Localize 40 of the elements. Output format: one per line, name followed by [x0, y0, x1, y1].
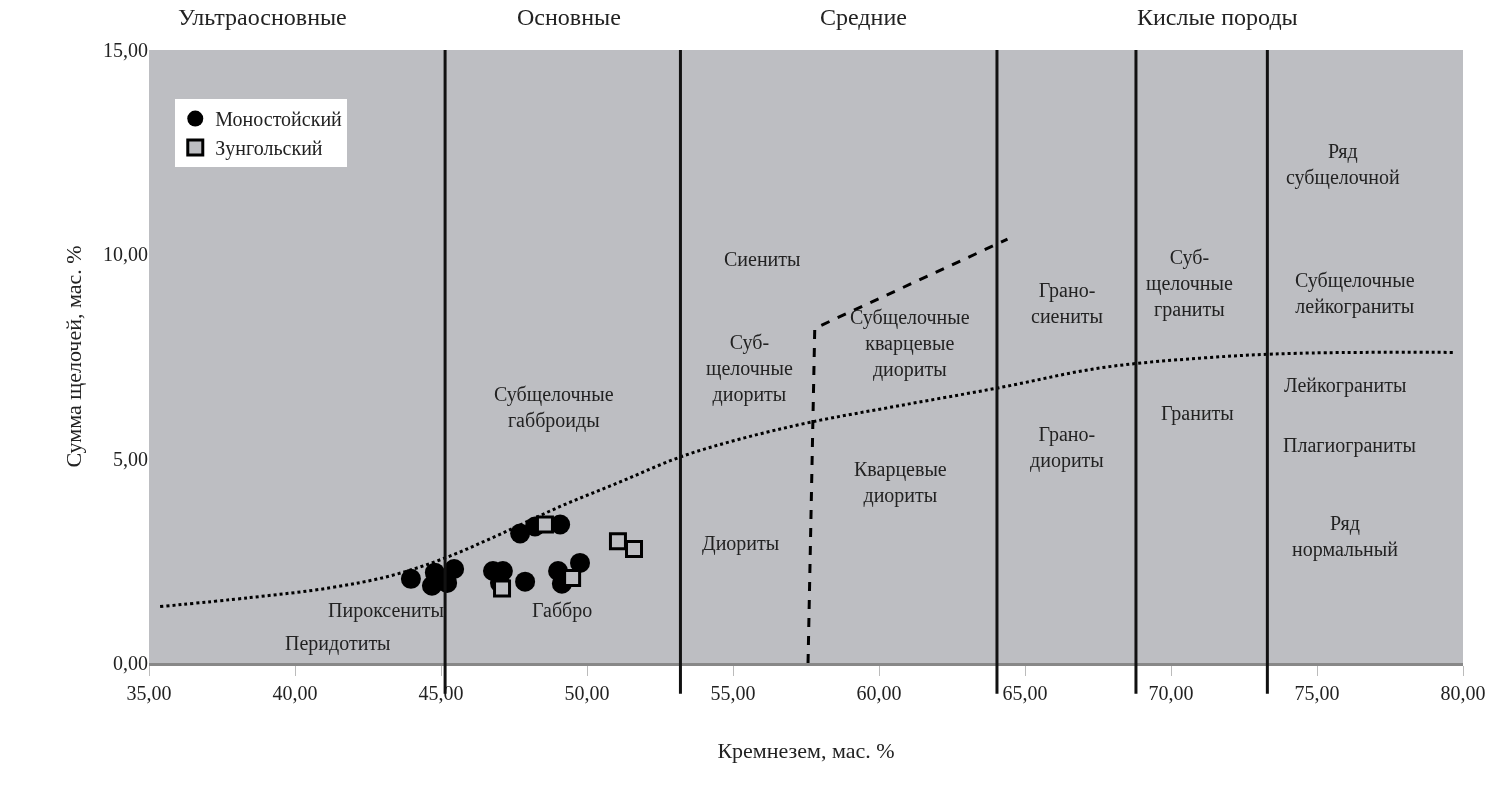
x-tick-label: 40,00: [272, 682, 318, 704]
x-tick-label: 65,00: [1002, 682, 1048, 704]
annotation: Ряд нормальный: [1292, 512, 1399, 561]
annotation: Кварцевые диориты: [854, 458, 947, 507]
annotation: Граниты: [1161, 402, 1234, 425]
legend-label: Моностойский: [215, 108, 343, 131]
x-tick-label: 55,00: [710, 682, 756, 704]
y-tick-label: 5,00: [113, 447, 148, 470]
x-tick-label: 35,00: [126, 682, 172, 704]
annotation: Субщелочные кварцевые диориты: [850, 306, 970, 381]
annotation: Лейкограниты: [1284, 374, 1407, 397]
annotation: Плагиограниты: [1283, 434, 1416, 457]
annotation: Сиениты: [724, 248, 801, 270]
annotation: Грано- сиениты: [1031, 279, 1104, 327]
text: Кислые породы: [1137, 4, 1298, 30]
x-tick-label: 50,00: [564, 682, 610, 704]
legend-label: Зунгольский: [215, 137, 323, 161]
text: Средние: [820, 4, 907, 30]
annotation: Грано- диориты: [1030, 423, 1104, 472]
x-tick-label: 60,00: [856, 682, 902, 704]
annotation: Перидотиты: [285, 632, 391, 655]
annotation: Суб- щелочные диориты: [706, 331, 793, 406]
text: Ультраосновные: [178, 4, 347, 30]
annotation: Ряд субщелочной: [1286, 140, 1401, 189]
annotation: Пироксениты: [328, 599, 444, 622]
y-tick-label: 10,00: [103, 243, 148, 266]
x-tick-label: 45,00: [418, 682, 464, 704]
annotation: Габбро: [532, 599, 593, 622]
annotation: Субщелочные лейкограниты: [1295, 269, 1415, 318]
x-tick-label: 80,00: [1440, 682, 1486, 704]
x-axis-title: Кремнезем, мас. %: [717, 737, 895, 763]
text: Основные: [517, 4, 621, 30]
annotation: Суб- щелочные граниты: [1146, 246, 1233, 321]
annotation: Субщелочные габброиды: [494, 383, 614, 432]
y-tick-label: 0,00: [113, 652, 148, 674]
annotation: Диориты: [702, 532, 780, 555]
x-tick-label: 75,00: [1294, 682, 1340, 704]
y-tick-label: 15,00: [103, 39, 148, 61]
x-tick-label: 70,00: [1148, 682, 1194, 704]
y-axis-title: Сумма щелочей, мас. %: [60, 245, 86, 468]
